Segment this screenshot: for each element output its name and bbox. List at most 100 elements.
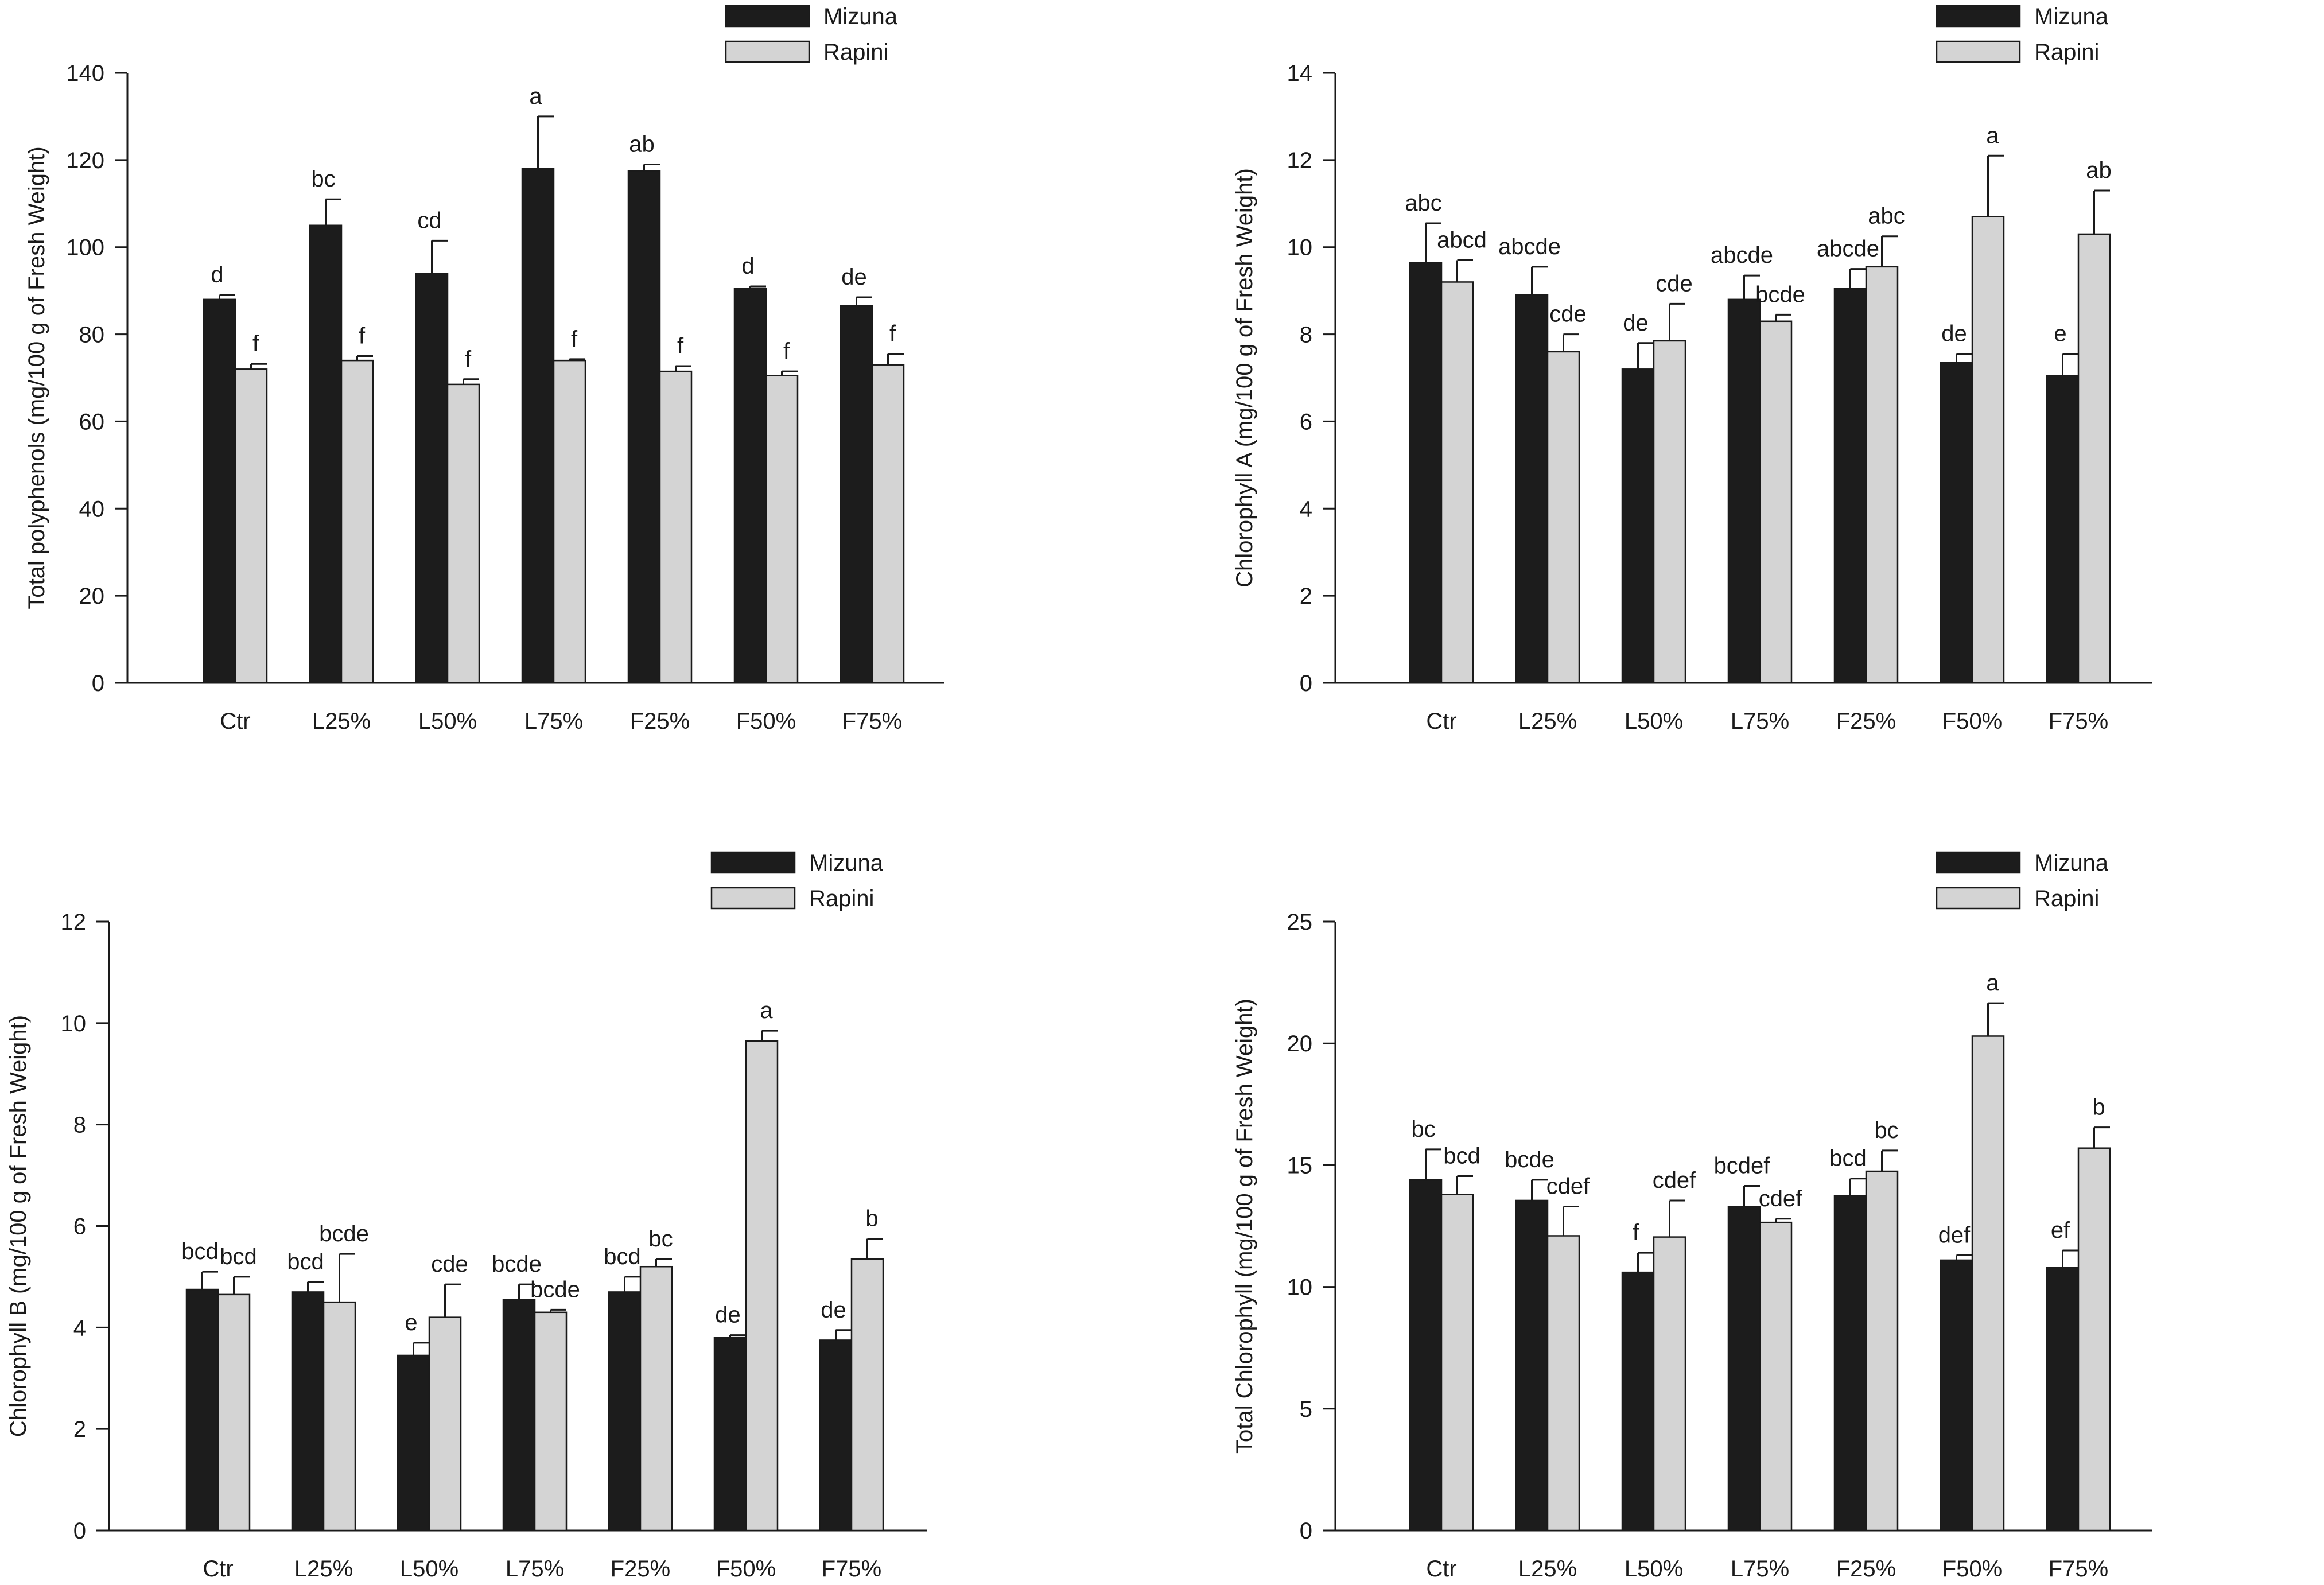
- legend-swatch-rapini: [1936, 40, 2021, 63]
- significance-label: bcde: [492, 1252, 542, 1277]
- bar-mizuna: [627, 170, 661, 684]
- y-tick-label: 2: [1300, 584, 1312, 609]
- bar-mizuna: [309, 224, 343, 684]
- bar-rapini: [534, 1311, 568, 1532]
- y-tick-label: 80: [79, 323, 105, 348]
- significance-label: cd: [417, 208, 441, 233]
- bar-mizuna: [713, 1337, 747, 1532]
- legend-label-rapini: Rapini: [2034, 40, 2099, 65]
- significance-label: e: [2054, 321, 2066, 347]
- bar-rapini: [1865, 1170, 1899, 1532]
- x-tick-label: L75%: [1731, 1556, 1789, 1582]
- bar-rapini: [1865, 266, 1899, 684]
- significance-label: a: [529, 84, 542, 109]
- x-tick-label: F25%: [611, 1556, 671, 1582]
- x-tick-label: F50%: [716, 1556, 776, 1582]
- bar-mizuna: [1409, 1179, 1443, 1532]
- bar-mizuna: [1833, 288, 1867, 684]
- bar-rapini: [1759, 1221, 1793, 1532]
- y-tick-label: 12: [61, 910, 87, 935]
- bar-mizuna: [1409, 262, 1443, 684]
- significance-label: f: [889, 321, 896, 347]
- significance-label: f: [465, 347, 472, 372]
- bar-rapini: [428, 1316, 462, 1532]
- significance-label: a: [760, 998, 773, 1023]
- bar-mizuna: [521, 168, 555, 684]
- y-tick-label: 20: [79, 584, 105, 609]
- significance-label: de: [821, 1297, 846, 1323]
- legend-swatch-rapini: [1936, 887, 2021, 910]
- chart-panel-4: 0 5 10 15 20 25 Total Chlorophyll (mg/100 g of…: [1232, 850, 2152, 1582]
- significance-label: f: [1633, 1220, 1639, 1245]
- significance-label: e: [405, 1310, 417, 1335]
- x-tick-label: L25%: [294, 1556, 353, 1582]
- significance-label: bcd: [1443, 1143, 1480, 1168]
- y-tick-label: 5: [1300, 1397, 1312, 1422]
- legend-swatch-mizuna: [1936, 851, 2021, 874]
- significance-label: bc: [1874, 1118, 1898, 1143]
- y-tick-label: 0: [1300, 671, 1312, 696]
- legend-swatch-mizuna: [710, 851, 796, 874]
- y-tick-label: 10: [1287, 235, 1313, 261]
- y-tick-label: 4: [1300, 496, 1312, 522]
- significance-label: ef: [2051, 1218, 2070, 1243]
- x-tick-label: Ctr: [203, 1556, 233, 1582]
- bar-rapini: [1440, 281, 1474, 684]
- bar-mizuna: [397, 1354, 430, 1532]
- significance-label: abcde: [1498, 234, 1561, 259]
- x-tick-label: F75%: [2049, 1556, 2109, 1582]
- legend-swatch-mizuna: [1936, 5, 2021, 28]
- bar-mizuna: [1940, 362, 1973, 684]
- significance-label: bcd: [1829, 1146, 1867, 1171]
- bar-mizuna: [1727, 1206, 1761, 1532]
- significance-label: bcdef: [1714, 1153, 1771, 1178]
- bar-mizuna: [185, 1288, 219, 1532]
- y-tick-label: 15: [1287, 1153, 1313, 1178]
- y-axis-label: Chlorophyll A (mg/100 g of Fresh Weight): [1232, 168, 1257, 588]
- y-tick-label: 40: [79, 496, 105, 522]
- y-tick-label: 0: [1300, 1518, 1312, 1544]
- bar-mizuna: [840, 305, 873, 684]
- y-tick-label: 6: [73, 1214, 86, 1240]
- bar-mizuna: [819, 1339, 853, 1532]
- chart-panel-3: 0 2 4 6 8 10 12 Chlorophyll B (mg/100 g of Fres…: [6, 850, 927, 1582]
- bar-mizuna: [1621, 368, 1655, 684]
- bar-mizuna: [733, 288, 767, 684]
- significance-label: bcde: [1505, 1147, 1554, 1172]
- y-tick-label: 12: [1287, 148, 1313, 173]
- x-tick-label: L25%: [312, 709, 371, 734]
- significance-label: bcd: [287, 1249, 324, 1275]
- significance-label: f: [677, 333, 684, 359]
- x-tick-label: Ctr: [220, 709, 250, 734]
- significance-label: abcde: [1817, 236, 1879, 262]
- significance-label: bcde: [1755, 282, 1805, 307]
- legend-label-mizuna: Mizuna: [2034, 850, 2109, 876]
- significance-label: abc: [1868, 204, 1905, 229]
- chart-panel-2: 0 2 4 6 8 10 12 14 Chlorophyll A (mg/100 g of Fr…: [1232, 4, 2152, 734]
- bar-mizuna: [415, 273, 449, 684]
- bar-mizuna: [1515, 294, 1549, 684]
- x-tick-label: F75%: [2049, 709, 2109, 734]
- x-tick-label: F50%: [1942, 709, 2003, 734]
- y-tick-label: 10: [1287, 1275, 1313, 1300]
- x-tick-label: L50%: [1625, 1556, 1683, 1582]
- legend-label-rapini: Rapini: [809, 886, 874, 911]
- bar-mizuna: [2046, 375, 2080, 684]
- y-tick-label: 0: [92, 671, 104, 696]
- bar-rapini: [659, 370, 693, 684]
- significance-label: bcde: [530, 1277, 580, 1302]
- bar-mizuna: [1621, 1271, 1655, 1532]
- y-tick-label: 140: [66, 61, 104, 86]
- significance-label: ab: [629, 131, 655, 157]
- significance-label: bc: [648, 1226, 673, 1252]
- y-tick-label: 8: [73, 1113, 86, 1138]
- legend-label-mizuna: Mizuna: [823, 4, 898, 29]
- bar-mizuna: [291, 1291, 325, 1532]
- significance-label: f: [783, 339, 790, 364]
- bar-mizuna: [1515, 1199, 1549, 1532]
- significance-label: ab: [2086, 158, 2112, 183]
- bar-mizuna: [502, 1299, 536, 1532]
- significance-label: f: [359, 324, 366, 349]
- bar-rapini: [2077, 1147, 2111, 1532]
